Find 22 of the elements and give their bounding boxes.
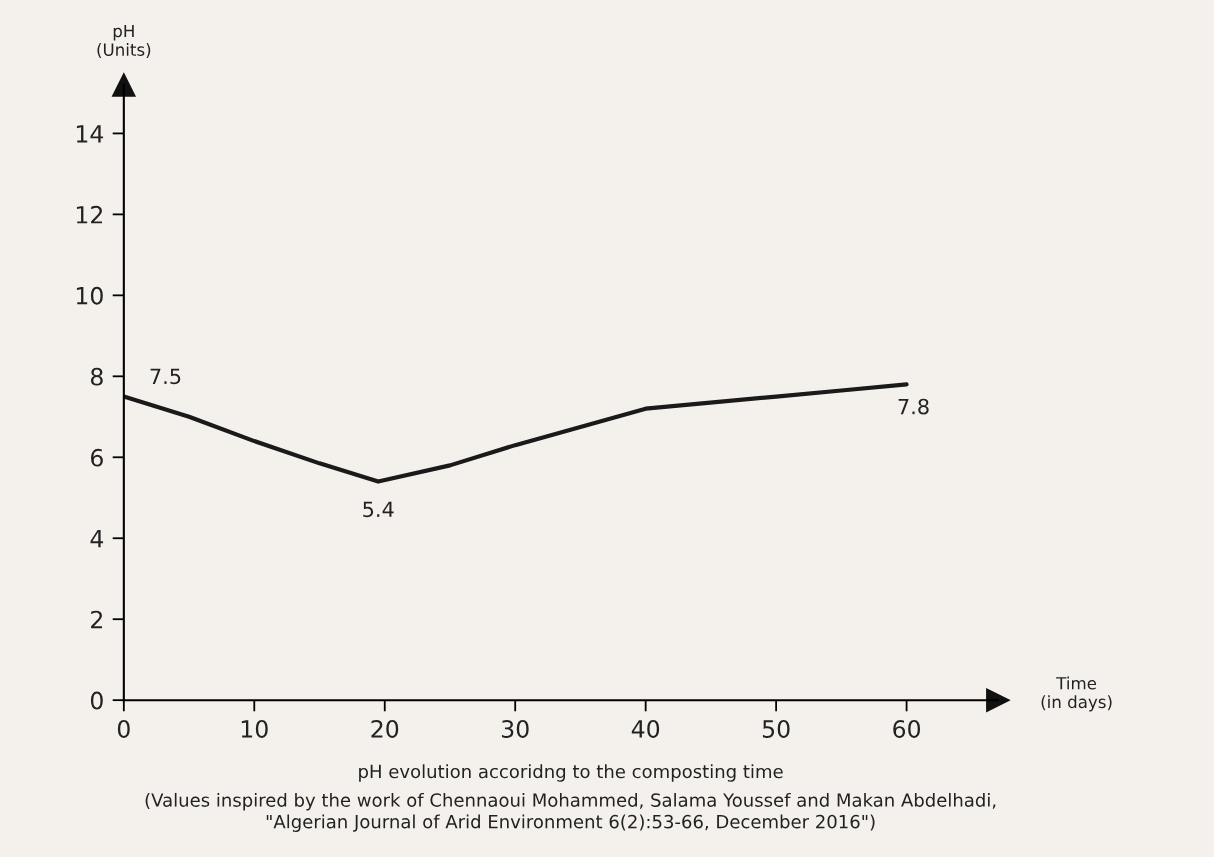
x-tick-label: 50 xyxy=(762,720,790,738)
x-tick-label: 20 xyxy=(371,720,399,738)
y-axis-title: pH (Units) xyxy=(97,24,151,58)
data-label: 7.5 xyxy=(150,368,181,385)
y-tick-label: 14 xyxy=(76,125,104,143)
x-tick-label: 60 xyxy=(893,720,921,738)
data-label: 5.4 xyxy=(363,501,394,518)
y-tick-label: 2 xyxy=(91,610,103,629)
y-tick-label: 4 xyxy=(90,530,104,548)
x-tick-label: 30 xyxy=(501,720,529,738)
x-tick-label: 0 xyxy=(117,720,130,738)
y-tick-label: 10 xyxy=(76,286,103,305)
y-tick-label: 6 xyxy=(91,448,103,467)
x-axis-title: Time (in days) xyxy=(1041,676,1112,712)
y-tick-label: 0 xyxy=(90,691,103,710)
x-tick-label: 40 xyxy=(631,720,660,738)
y-tick-label: 8 xyxy=(90,367,103,386)
text: pH evolution accoridng to the composting time xyxy=(359,764,783,782)
text: (Values inspired by the work of Chennaoui Mohammed, Salama Youssef and Makan Abdelhadi, "Algerian Journal of Arid Environment 6(2):53-66, December 2016") xyxy=(145,792,996,832)
y-tick-label: 12 xyxy=(76,205,103,224)
x-tick-label: 10 xyxy=(241,720,268,738)
data-label: 7.8 xyxy=(898,398,929,415)
